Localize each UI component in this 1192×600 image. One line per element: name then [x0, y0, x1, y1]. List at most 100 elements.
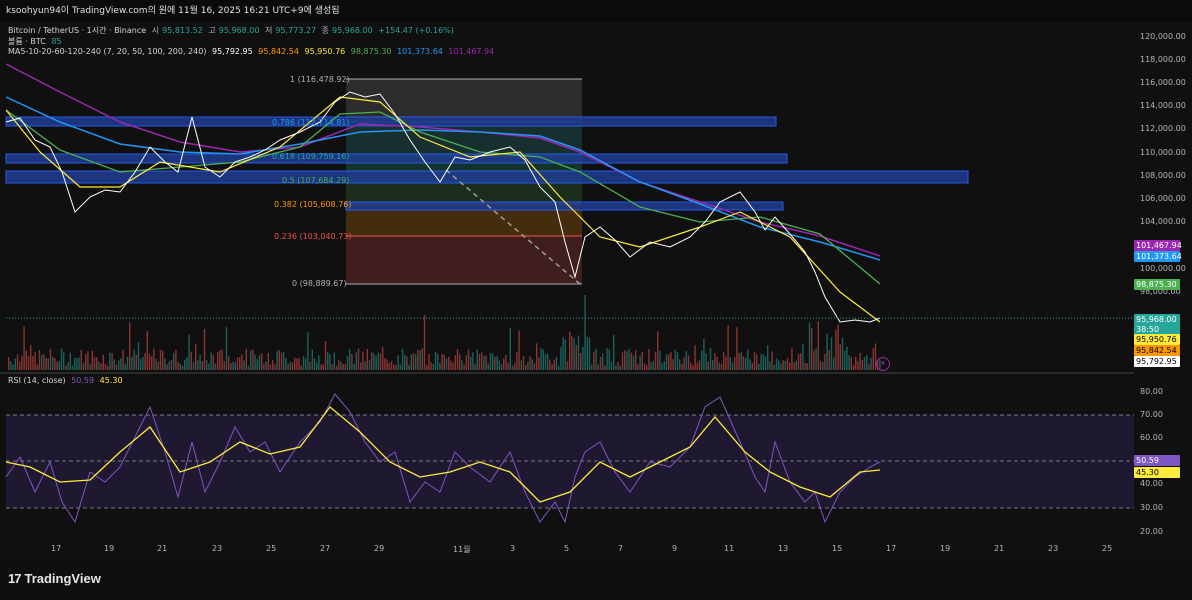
volume-bar: [729, 357, 731, 370]
rsi-tick: 60.00: [1140, 433, 1163, 442]
volume-bar: [467, 349, 470, 370]
volume-bar: [254, 354, 256, 370]
chart-area[interactable]: Bitcoin / TetherUS · 1시간 · Binance 시 95,8…: [0, 22, 1192, 560]
volume-bar: [41, 355, 43, 370]
volume-bar: [817, 321, 819, 370]
volume-bar: [373, 353, 375, 370]
volume-bar: [694, 345, 696, 370]
volume-bar: [448, 356, 450, 370]
rsi-tick: 40.00: [1140, 479, 1163, 488]
volume-bar: [804, 362, 806, 370]
volume-bar: [824, 353, 826, 370]
volume-bar: [749, 359, 751, 370]
volume-bar: [80, 349, 82, 370]
rsi-tick: 70.00: [1140, 410, 1163, 419]
volume-bar: [747, 349, 749, 370]
volume-bar: [82, 363, 85, 370]
fib-zone-05: [346, 180, 582, 204]
volume-bar: [830, 337, 833, 370]
volume-bar: [69, 352, 71, 370]
time-tick: 27: [320, 544, 331, 553]
volume-bar: [375, 355, 377, 370]
volume-bar: [613, 335, 615, 370]
volume-bar: [252, 349, 254, 370]
rsi-label: RSI (14, close): [8, 376, 66, 385]
volume-bar: [826, 333, 828, 370]
volume-bar: [120, 358, 122, 370]
volume-bar: [357, 348, 360, 370]
volume-bar: [483, 355, 485, 370]
tradingview-logo[interactable]: 17 TradingView: [8, 571, 101, 586]
volume-bar: [107, 365, 109, 370]
volume-bar: [219, 350, 221, 370]
volume-bar: [434, 351, 437, 370]
volume-bar: [272, 360, 274, 370]
volume-bar: [509, 328, 511, 370]
volume-bar: [593, 352, 595, 370]
volume-bar: [346, 355, 349, 370]
volume-bar: [208, 363, 210, 370]
volume-bar: [591, 364, 593, 370]
volume-bar: [60, 348, 63, 370]
volume-bar: [650, 362, 652, 370]
volume-bar: [133, 349, 135, 370]
volume-bar: [8, 357, 10, 370]
volume-bar: [786, 358, 789, 370]
volume-bar: [16, 354, 19, 370]
volume-bar: [236, 357, 239, 370]
volume-bar: [769, 361, 771, 370]
price-tick: 110,000.00: [1140, 148, 1186, 157]
volume-bar: [179, 363, 181, 370]
volume-bar: [32, 356, 34, 370]
volume-bar: [828, 350, 830, 370]
volume-bar: [701, 350, 703, 370]
volume-bar: [155, 359, 157, 370]
volume-bar: [274, 364, 276, 370]
volume-bar: [782, 360, 784, 370]
time-axis[interactable]: 17 19 21 23 25 27 29 11월 3 5 7 9 11 13 1…: [0, 544, 1134, 558]
close-label: 종: [321, 26, 330, 35]
volume-bar: [549, 359, 551, 370]
volume-bar: [221, 350, 223, 370]
volume-bar: [564, 339, 566, 370]
volume-bar: [258, 355, 261, 370]
time-tick: 5: [564, 544, 570, 553]
volume-bar: [538, 357, 540, 370]
time-tick: 23: [212, 544, 223, 553]
volume-bar: [514, 362, 516, 370]
lightning-icon[interactable]: ⚡: [876, 357, 890, 371]
ma100-value: 98,875.30: [350, 47, 392, 56]
ma20-value: 95,842.54: [258, 47, 299, 56]
volume-bar: [540, 348, 542, 370]
volume-bar: [230, 363, 232, 370]
volume-bar: [575, 345, 577, 370]
volume-bar: [122, 349, 124, 370]
volume-bar: [89, 364, 91, 370]
ma240-price-tag: 101,467.94: [1134, 240, 1182, 251]
volume-bar: [692, 365, 694, 370]
volume-bar: [338, 360, 340, 370]
volume-bar: [725, 356, 727, 370]
volume-bar: [212, 355, 214, 370]
volume-bar: [461, 360, 463, 370]
volume-bar: [617, 361, 619, 370]
volume-bar: [712, 360, 714, 370]
price-chart-canvas[interactable]: [0, 22, 1192, 560]
volume-bar: [630, 352, 632, 370]
volume-bar: [417, 349, 419, 370]
volume-bar: [386, 359, 388, 370]
volume-bar: [91, 351, 93, 370]
ma20-price-tag: 95,842.54: [1134, 345, 1180, 356]
volume-bar: [36, 364, 38, 370]
snapshot-caption: ksoohyun94이 TradingView.com의 원에 11월 16, …: [0, 0, 1192, 22]
volume-bar: [767, 345, 769, 370]
rsi-legend: RSI (14, close) 50.59 45.30: [8, 376, 126, 385]
volume-bar: [331, 364, 333, 370]
volume-bar: [199, 354, 201, 370]
volume-bar: [309, 361, 311, 370]
volume-bar: [648, 349, 650, 370]
volume-bar: [868, 363, 870, 370]
volume-bar: [322, 364, 324, 370]
volume-bar: [685, 351, 687, 370]
volume-bar: [276, 351, 278, 370]
